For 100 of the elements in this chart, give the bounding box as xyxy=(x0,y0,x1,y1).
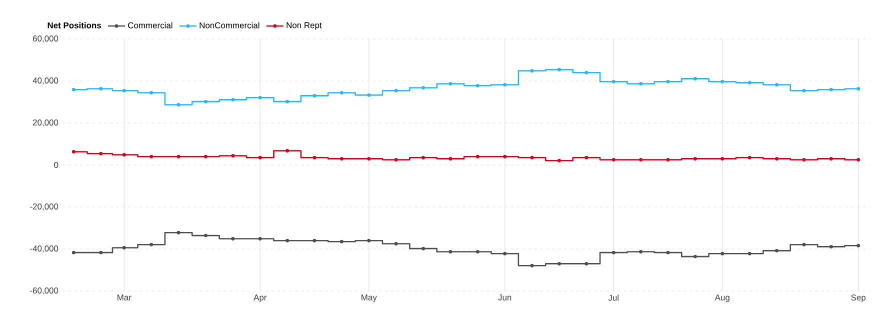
point xyxy=(612,250,616,254)
point xyxy=(122,88,126,92)
x-tick-label: Mar xyxy=(118,294,132,300)
point xyxy=(176,154,180,158)
point xyxy=(367,93,371,97)
point xyxy=(666,158,670,162)
y-tick-label: -20,000 xyxy=(30,204,58,210)
point xyxy=(286,238,290,242)
legend-title: Net Positions xyxy=(48,22,102,28)
legend-label: Commercial xyxy=(128,22,172,28)
x-tick-label: Sep xyxy=(851,294,866,302)
y-tick-label: 20,000 xyxy=(33,120,58,126)
point xyxy=(693,76,697,80)
x-tick-label: Jun xyxy=(498,294,512,300)
x-tick-label: Aug xyxy=(714,294,730,302)
legend-label: Non Rept xyxy=(286,22,322,30)
point xyxy=(748,80,752,84)
point xyxy=(530,156,534,160)
point xyxy=(775,156,779,160)
point xyxy=(503,154,507,158)
point xyxy=(312,238,316,242)
x-tick-label: Apr xyxy=(254,294,267,302)
point xyxy=(340,240,344,244)
point xyxy=(584,156,588,160)
point xyxy=(258,236,262,240)
point xyxy=(503,83,507,87)
point xyxy=(748,252,752,256)
point xyxy=(204,100,208,104)
point xyxy=(557,68,561,72)
point xyxy=(720,80,724,84)
x-tick-label: May xyxy=(362,294,377,302)
point xyxy=(340,156,344,160)
point xyxy=(394,242,398,246)
point xyxy=(503,252,507,256)
point xyxy=(476,154,480,158)
point xyxy=(258,156,262,160)
point xyxy=(286,148,290,152)
point xyxy=(584,70,588,74)
point xyxy=(122,246,126,250)
point xyxy=(693,254,697,258)
point xyxy=(394,158,398,162)
point xyxy=(557,262,561,266)
point xyxy=(639,250,643,254)
point xyxy=(829,156,833,160)
y-tick-label: 60,000 xyxy=(33,36,58,42)
point xyxy=(394,88,398,92)
point xyxy=(448,156,452,160)
point xyxy=(720,252,724,256)
point xyxy=(584,262,588,266)
point xyxy=(802,158,806,162)
point xyxy=(204,234,208,238)
point xyxy=(150,154,154,158)
point xyxy=(367,156,371,160)
point xyxy=(856,158,860,162)
point xyxy=(530,264,534,268)
point xyxy=(612,80,616,84)
point xyxy=(122,152,126,156)
point xyxy=(639,158,643,162)
point xyxy=(231,236,235,240)
point xyxy=(448,250,452,254)
point xyxy=(748,156,752,160)
point xyxy=(150,91,154,95)
point xyxy=(367,238,371,242)
point xyxy=(448,82,452,86)
point xyxy=(775,83,779,87)
point xyxy=(829,88,833,92)
point xyxy=(312,94,316,98)
point xyxy=(422,246,426,250)
y-tick-label: -60,000 xyxy=(30,288,58,294)
point xyxy=(312,156,316,160)
point xyxy=(666,250,670,254)
point xyxy=(802,88,806,92)
point xyxy=(666,80,670,84)
point xyxy=(557,158,561,162)
point xyxy=(530,68,534,72)
point xyxy=(286,100,290,104)
point xyxy=(775,248,779,252)
point xyxy=(639,82,643,86)
x-tick-label: Jul xyxy=(608,294,618,301)
point xyxy=(231,98,235,102)
point xyxy=(176,230,180,234)
point xyxy=(258,96,262,100)
point xyxy=(231,154,235,158)
point xyxy=(176,102,180,106)
y-tick-label: -40,000 xyxy=(30,246,58,252)
point xyxy=(476,250,480,254)
point xyxy=(422,156,426,160)
legend-label: NonCommercial xyxy=(200,22,260,28)
point xyxy=(204,154,208,158)
point xyxy=(693,156,697,160)
point xyxy=(340,91,344,95)
point xyxy=(802,242,806,246)
point xyxy=(829,244,833,248)
point xyxy=(422,86,426,90)
y-tick-label: 0 xyxy=(54,162,58,168)
point xyxy=(856,87,860,91)
point xyxy=(476,84,480,88)
y-tick-label: 40,000 xyxy=(32,78,58,84)
point xyxy=(856,244,860,248)
point xyxy=(612,158,616,162)
